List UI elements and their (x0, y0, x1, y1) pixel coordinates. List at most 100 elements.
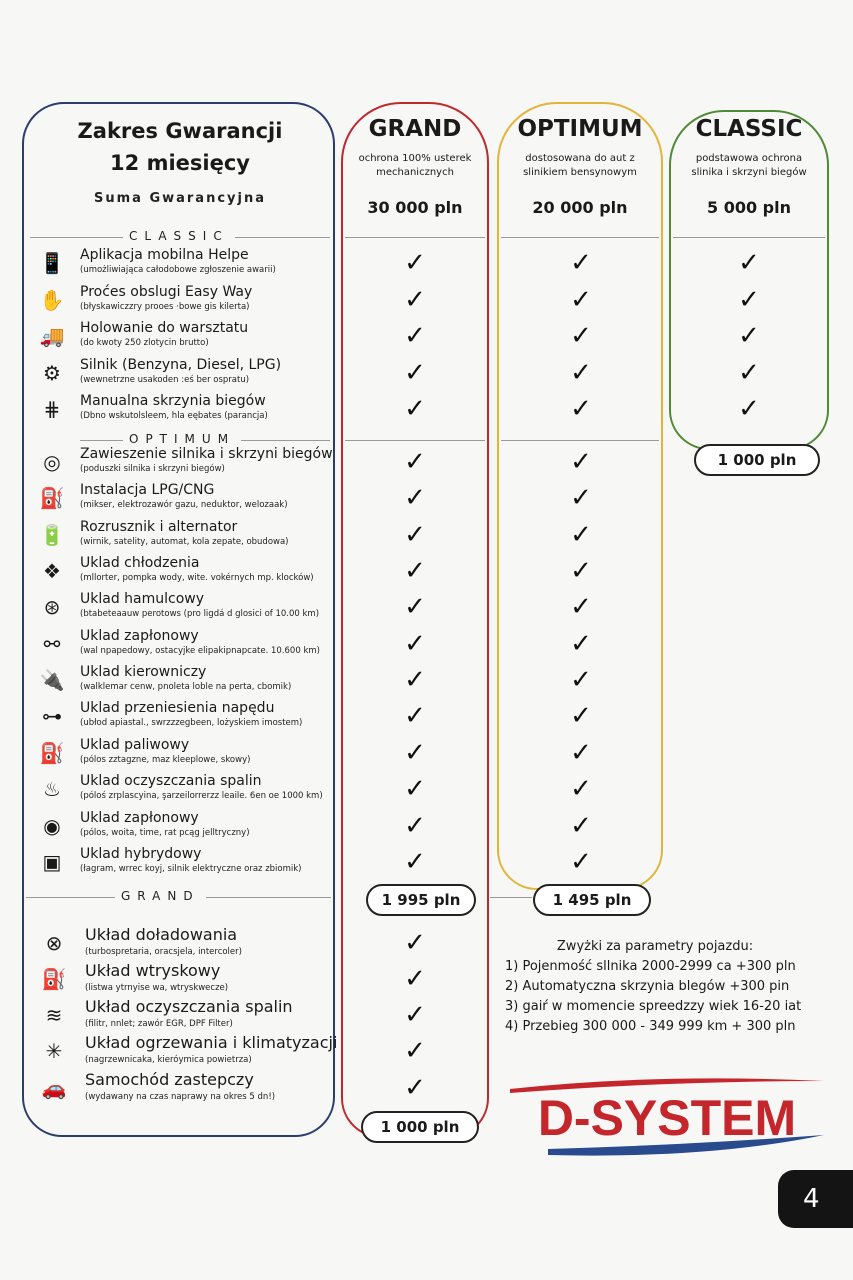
row-title: Uklad przeniesienia napędu (80, 700, 275, 716)
check-icon: ✓ (738, 285, 760, 315)
engine-mount-icon: ◎ (43, 450, 61, 474)
engine-icon: ⚙ (43, 361, 61, 385)
divider (345, 440, 485, 441)
divider (673, 237, 825, 238)
check-icon: ✓ (404, 738, 426, 768)
row-title: Uklad oczyszczania spalin (80, 773, 262, 789)
row-title: Uklad zapłonowy (80, 628, 199, 644)
optimum-price: 1 495 pln (533, 884, 651, 916)
injector-icon: ⛽ (41, 967, 67, 991)
surcharge-item: 4) Przebieg 300 000 - 349 999 km + 300 p… (505, 1019, 796, 1034)
optimum-desc-2: slinikiem bensynowym (523, 167, 637, 178)
section-label-grand: GRAND (115, 889, 206, 903)
row-subtitle: (póloś zrplascyina, şarzeilorrerzz leail… (80, 791, 323, 801)
phone-hand-icon: 📱 (39, 251, 65, 275)
check-icon: ✓ (404, 520, 426, 550)
row-title: Manualna skrzynia biegów (80, 393, 266, 409)
classic-desc-1: podstawowa ochrona (695, 153, 803, 164)
check-icon: ✓ (570, 394, 592, 424)
check-icon: ✓ (570, 665, 592, 695)
surcharge-item: 2) Automatyczna skrzynia blegów +300 pin (505, 979, 790, 994)
row-subtitle: (wydawany na czas naprawy na okres 5 dn!… (85, 1092, 276, 1102)
classic-desc-2: slinika i skrzyni biegów (691, 167, 807, 178)
check-icon: ✓ (570, 285, 592, 315)
row-title: Aplikacja mobilna Helpe (80, 247, 249, 263)
grand-desc-1: ochrona 100% usterek (358, 153, 472, 164)
check-icon: ✓ (404, 248, 426, 278)
row-subtitle: (łagram, wrrec koyj, silnik elektryczne … (80, 864, 302, 874)
row-subtitle: (btabeteaauw perotows (pro ligdá d glosi… (80, 609, 320, 619)
check-icon: ✓ (404, 394, 426, 424)
row-subtitle: (listwa ytrnyise wa, wtryskwecze) (85, 983, 229, 993)
check-icon: ✓ (404, 665, 426, 695)
row-title: Układ oczyszczania spalin (85, 997, 293, 1016)
check-icon: ✓ (404, 847, 426, 877)
divider (490, 897, 532, 898)
page-number: 4 (778, 1170, 853, 1228)
classic-sum: 5 000 pln (707, 198, 791, 217)
row-subtitle: (pólos, woita, time, rat pcąg jelltryczn… (80, 828, 250, 838)
check-icon: ✓ (570, 774, 592, 804)
check-icon: ✓ (570, 629, 592, 659)
check-icon: ✓ (404, 285, 426, 315)
row-subtitle: (poduszki silnika i skrzyni biegów) (80, 464, 225, 474)
check-icon: ✓ (404, 811, 426, 841)
row-title: Uklad hybrydowy (80, 846, 202, 862)
row-title: Uklad zapłonowy (80, 810, 199, 826)
row-subtitle: (mikser, elektrozawór gazu, neduktor, we… (80, 500, 288, 510)
check-icon: ✓ (404, 1000, 426, 1030)
row-subtitle: (wirnik, satelity, automat, kola zepate,… (80, 537, 289, 547)
check-icon: ✓ (570, 738, 592, 768)
ignition-icon: ◉ (43, 814, 61, 838)
check-icon: ✓ (404, 592, 426, 622)
grand-sum: 30 000 pln (367, 198, 463, 217)
brake-disc-icon: ⊛ (43, 595, 61, 619)
check-icon: ✓ (738, 394, 760, 424)
classic-name: CLASSIC (695, 116, 803, 142)
turbo-icon: ⊗ (45, 931, 63, 955)
grand-name: GRAND (368, 116, 462, 142)
row-subtitle: (Dbno wskutolsleem, hla eębates (parancj… (80, 411, 268, 421)
row-title: Układ wtryskowy (85, 961, 221, 980)
row-title: Silnik (Benzyna, Diesel, LPG) (80, 357, 282, 373)
check-icon: ✓ (404, 447, 426, 477)
check-icon: ✓ (738, 358, 760, 388)
check-icon: ✓ (404, 701, 426, 731)
row-subtitle: (do kwoty 250 zlotycin brutto) (80, 338, 209, 348)
filter-icon: ≋ (45, 1003, 63, 1027)
radiator-icon: ❖ (43, 559, 61, 583)
row-title: Instalacja LPG/CNG (80, 482, 215, 498)
hybrid-battery-icon: ▣ (42, 850, 62, 874)
check-icon: ✓ (738, 321, 760, 351)
check-icon: ✓ (570, 447, 592, 477)
row-title: Uklad chłodzenia (80, 555, 200, 571)
check-icon: ✓ (404, 1036, 426, 1066)
row-title: Zawieszenie silnika i skrzyni biegów (80, 446, 333, 462)
divider (345, 237, 485, 238)
row-title: Rozrusznik i alternator (80, 519, 238, 535)
check-icon: ✓ (404, 1073, 426, 1103)
section-label-classic: CLASSIC (123, 229, 235, 243)
check-icon: ✓ (570, 811, 592, 841)
check-icon: ✓ (404, 928, 426, 958)
check-icon: ✓ (570, 592, 592, 622)
check-icon: ✓ (738, 248, 760, 278)
grand-price: 1 000 pln (361, 1111, 479, 1143)
vehicle-surcharges: Zwyżki za parametry pojazdu: 1) Pojenmoś… (505, 937, 805, 1037)
surcharge-item: 3) gaiŕ w momencie spreedzzy wiek 16-20 … (505, 999, 802, 1014)
row-title: Uklad hamulcowy (80, 591, 205, 607)
title-line-2: 12 miesięcy (110, 151, 250, 175)
gear-shift-icon: ⋕ (43, 397, 61, 421)
divider (501, 237, 659, 238)
surcharge-item: 1) Pojenmość sllnika 2000-2999 ca +300 p… (505, 959, 796, 974)
row-subtitle: (pólos zztagzne, maz kleeplowe, skowy) (80, 755, 251, 765)
easy-hand-icon: ✋ (39, 288, 65, 312)
row-title: Uklad kierowniczy (80, 664, 207, 680)
tow-truck-icon: 🚚 (39, 324, 65, 348)
row-subtitle: (turbospretaria, oracsjela, intercoler) (85, 947, 242, 957)
row-subtitle: (nagrzewnicaka, kieróymica powietrza) (85, 1055, 252, 1065)
check-icon: ✓ (570, 556, 592, 586)
row-subtitle: (wewnetrzne usakoden :eś ber ospratu) (80, 375, 250, 385)
check-icon: ✓ (404, 964, 426, 994)
